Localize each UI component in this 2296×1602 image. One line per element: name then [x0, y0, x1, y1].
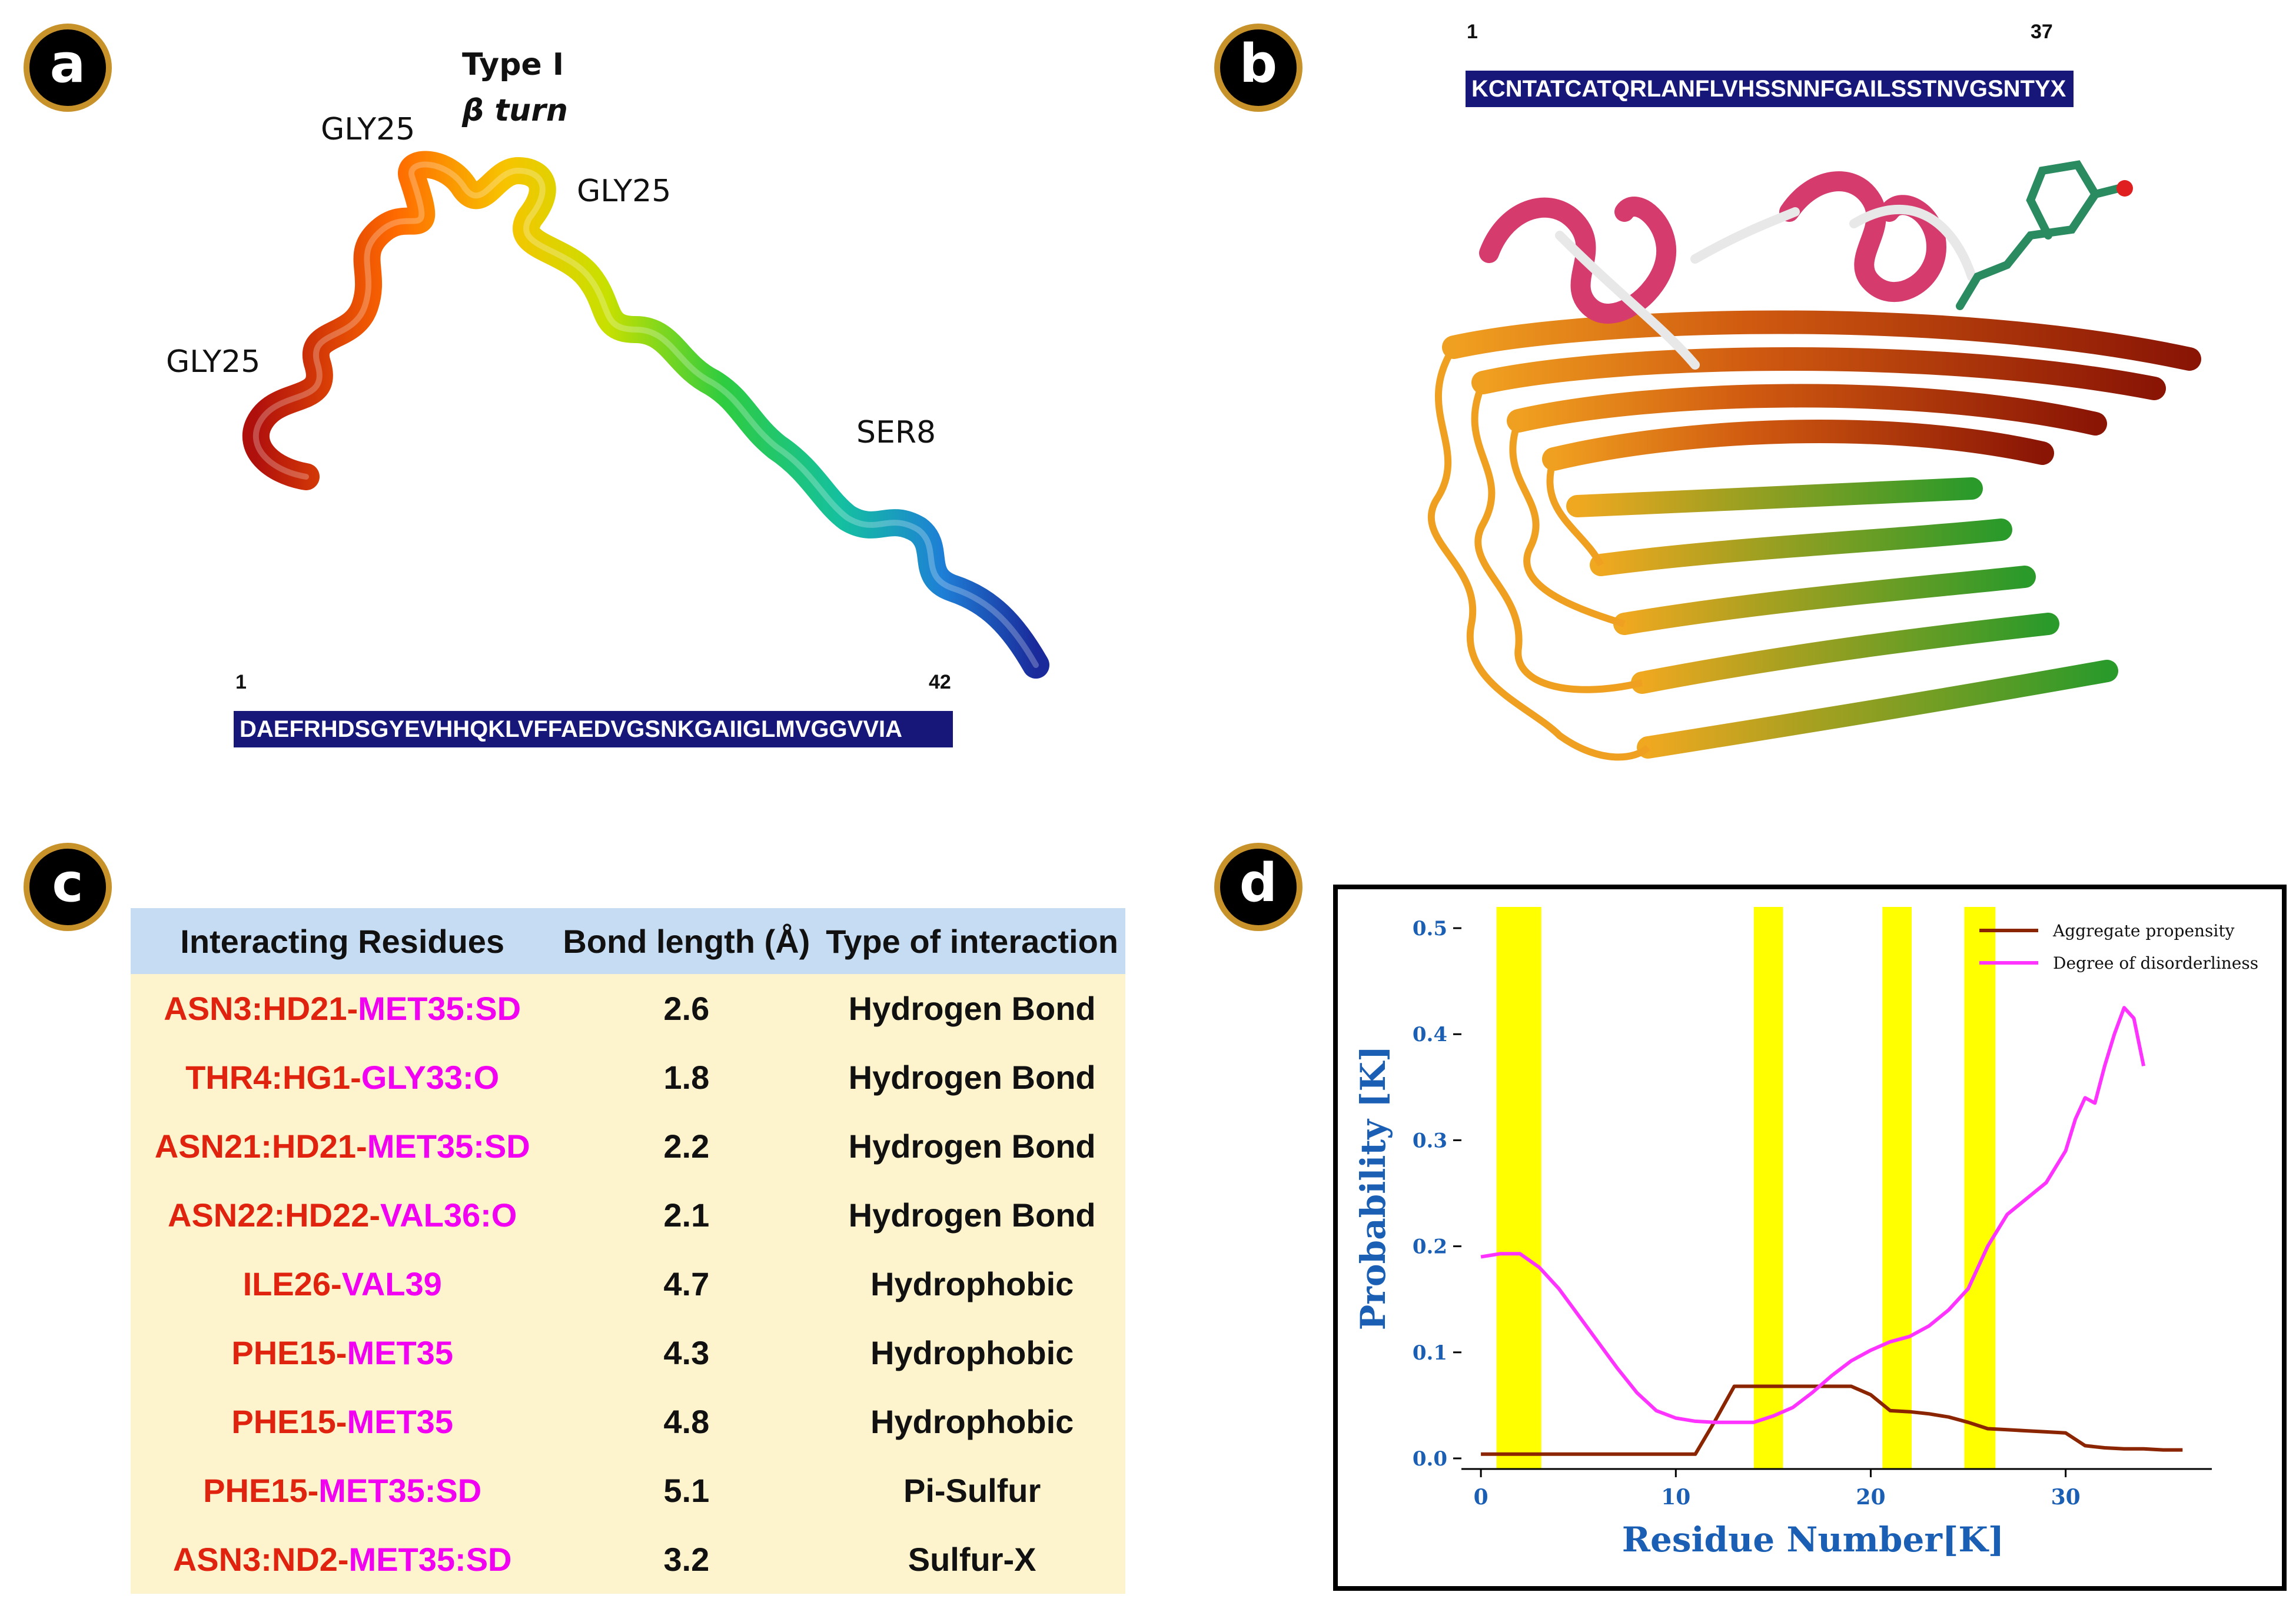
- panel-d-badge: d: [1214, 843, 1302, 931]
- residue-pair: PHE15-MET35:SD: [131, 1456, 554, 1525]
- probability-chart: 0 10 20 30 0.0 0.1 0.2 0.3 0.4 0.5 Aggregate prope…: [1353, 907, 2258, 1560]
- residue-pair: PHE15-MET35: [131, 1318, 554, 1387]
- interaction-type: Hydrogen Bond: [819, 1112, 1125, 1181]
- y-tick-label: 0.1: [1413, 1341, 1447, 1365]
- bond-length: 4.8: [554, 1387, 819, 1456]
- interaction-type: Pi-Sulfur: [819, 1456, 1125, 1525]
- header-interaction-type: Type of interaction: [819, 908, 1125, 974]
- bond-length: 2.1: [554, 1181, 819, 1249]
- turn-label-line2: β turn: [462, 93, 568, 128]
- y-axis-title: Probability [K]: [1353, 1046, 1393, 1331]
- residue-pair: ASN22:HD22-VAL36:O: [131, 1181, 554, 1249]
- table-row: PHE15-MET35 4.8 Hydrophobic: [131, 1387, 1125, 1456]
- legend-label: Degree of disorderliness: [2053, 953, 2258, 973]
- x-tick-label: 30: [2051, 1485, 2081, 1510]
- y-tick-label: 0.2: [1413, 1235, 1447, 1259]
- table-row: PHE15-MET35:SD 5.1 Pi-Sulfur: [131, 1456, 1125, 1525]
- residue-label-ser8: SER8: [856, 415, 936, 450]
- y-tick-label: 0.4: [1413, 1023, 1447, 1046]
- table-row: PHE15-MET35 4.3 Hydrophobic: [131, 1318, 1125, 1387]
- residue-pair: ILE26-VAL39: [131, 1249, 554, 1318]
- seq-a-end: 42: [929, 671, 951, 693]
- sequence-bar-b: KCNTATCATQRLANFLVHSSNNFGAILSSTNVGSNTYX: [1466, 71, 2074, 107]
- y-tick-label: 0.5: [1413, 917, 1447, 940]
- y-tick-label: 0.0: [1413, 1447, 1447, 1471]
- seq-a-start: 1: [235, 671, 247, 693]
- bond-length: 4.7: [554, 1249, 819, 1318]
- table-row: ASN21:HD21-MET35:SD 2.2 Hydrogen Bond: [131, 1112, 1125, 1181]
- residue-pair: PHE15-MET35: [131, 1387, 554, 1456]
- legend-label: Aggregate propensity: [2052, 921, 2235, 940]
- interaction-type: Hydrophobic: [819, 1249, 1125, 1318]
- panel-c-badge: c: [24, 843, 112, 931]
- residue-pair: THR4:HG1-GLY33:O: [131, 1043, 554, 1112]
- seq-b-end: 37: [2031, 21, 2053, 43]
- highlight-band: [1496, 907, 1541, 1469]
- turn-label-line1: Type I: [462, 47, 564, 82]
- interaction-type: Sulfur-X: [819, 1525, 1125, 1594]
- residue-label-gly25-top: GLY25: [321, 112, 416, 147]
- interaction-type: Hydrogen Bond: [819, 974, 1125, 1043]
- residue-pair: ASN21:HD21-MET35:SD: [131, 1112, 554, 1181]
- seq-b-start: 1: [1467, 21, 1478, 43]
- series-line: [1481, 1384, 2183, 1456]
- panel-a-badge: a: [24, 24, 112, 112]
- interaction-type: Hydrophobic: [819, 1318, 1125, 1387]
- bond-length: 3.2: [554, 1525, 819, 1594]
- bond-length: 5.1: [554, 1456, 819, 1525]
- highlight-band: [1964, 907, 1996, 1469]
- table-row: ASN22:HD22-VAL36:O 2.1 Hydrogen Bond: [131, 1181, 1125, 1249]
- header-interacting-residues: Interacting Residues: [131, 908, 554, 974]
- series-line: [1480, 1006, 2146, 1424]
- bond-length: 1.8: [554, 1043, 819, 1112]
- interaction-type: Hydrophobic: [819, 1387, 1125, 1456]
- y-tick-label: 0.3: [1413, 1129, 1447, 1152]
- table-row: ASN3:HD21-MET35:SD 2.6 Hydrogen Bond: [131, 974, 1125, 1043]
- residue-pair: ASN3:ND2-MET35:SD: [131, 1525, 554, 1594]
- interaction-type: Hydrogen Bond: [819, 1181, 1125, 1249]
- sequence-bar-a: DAEFRHDSGYEVHHQKLVFFAEDVGSNKGAIIGLMVGGVV…: [234, 711, 953, 747]
- chart-frame: [1333, 885, 2287, 1591]
- x-axis-title: Residue Number[K]: [1622, 1520, 2004, 1560]
- table-row: ASN3:ND2-MET35:SD 3.2 Sulfur-X: [131, 1525, 1125, 1594]
- residue-label-gly25-left: GLY25: [166, 344, 261, 380]
- panel-b-badge: b: [1214, 24, 1302, 112]
- interaction-table: Interacting Residues Bond length (Å) Typ…: [131, 908, 1125, 1594]
- table-header-row: Interacting Residues Bond length (Å) Typ…: [131, 908, 1125, 974]
- x-tick-label: 0: [1474, 1485, 1488, 1510]
- x-tick-label: 20: [1856, 1485, 1885, 1510]
- interaction-type: Hydrogen Bond: [819, 1043, 1125, 1112]
- header-bond-length: Bond length (Å): [554, 908, 819, 974]
- x-tick-label: 10: [1661, 1485, 1690, 1510]
- bond-length: 2.2: [554, 1112, 819, 1181]
- residue-label-gly25-right: GLY25: [577, 174, 672, 209]
- table-row: ILE26-VAL39 4.7 Hydrophobic: [131, 1249, 1125, 1318]
- highlight-band: [1753, 907, 1783, 1469]
- residue-pair: ASN3:HD21-MET35:SD: [131, 974, 554, 1043]
- bond-length: 2.6: [554, 974, 819, 1043]
- bond-length: 4.3: [554, 1318, 819, 1387]
- table-row: THR4:HG1-GLY33:O 1.8 Hydrogen Bond: [131, 1043, 1125, 1112]
- highlight-band: [1882, 907, 1912, 1469]
